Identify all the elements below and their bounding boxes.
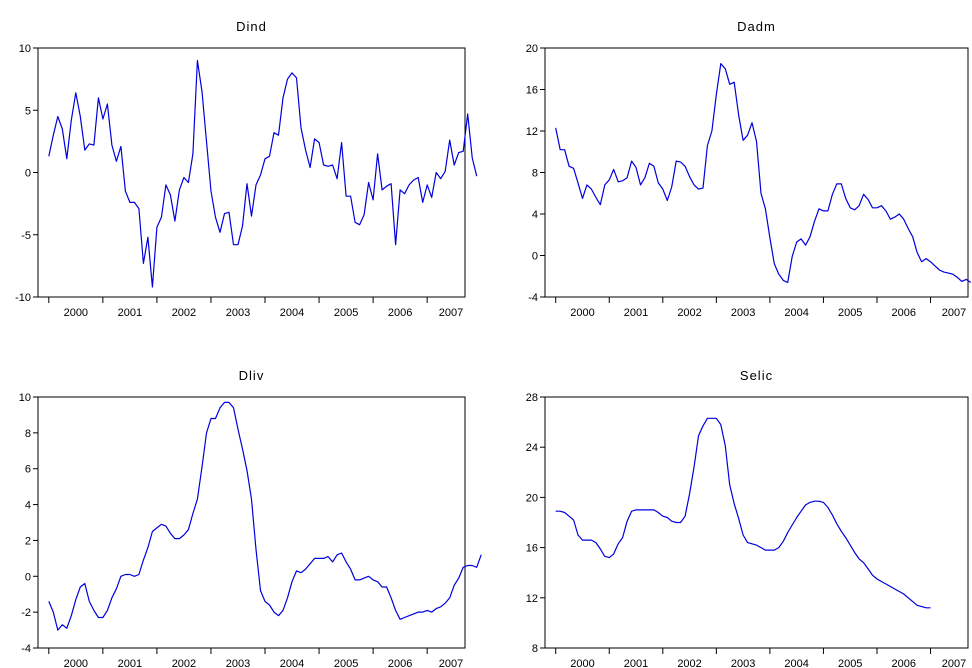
x-tick-label: 2004 <box>280 307 304 319</box>
y-tick-label: 10 <box>19 43 31 55</box>
y-tick-label: 2 <box>25 535 31 547</box>
x-tick-label: 2004 <box>784 658 808 668</box>
y-tick-label: 8 <box>532 168 538 180</box>
y-tick-label: 4 <box>25 500 31 512</box>
x-tick-label: 2003 <box>226 307 250 319</box>
x-tick-label: 2007 <box>942 307 966 319</box>
y-tick-label: 12 <box>526 593 538 605</box>
chart-panel-1: Dadm -4 0 4 8 12 16 20 2000 2001 2002 2003 2004 2005 2… <box>526 19 972 319</box>
x-tick-label: 2005 <box>838 307 862 319</box>
y-tick-label: 8 <box>532 643 538 655</box>
chart-panel-0: Dind -10 -5 0 5 10 2000 2001 2002 2003 2004 2005 200… <box>15 19 478 319</box>
x-tick-label: 2000 <box>64 307 88 319</box>
chart-title: Selic <box>740 368 773 383</box>
x-tick-label: 2002 <box>677 658 701 668</box>
y-tick-label: 20 <box>526 43 538 55</box>
x-tick-label: 2007 <box>439 658 463 668</box>
x-tick-label: 2006 <box>892 307 916 319</box>
y-tick-label: 20 <box>526 492 538 504</box>
x-tick-label: 2001 <box>624 658 648 668</box>
x-tick-label: 2003 <box>731 307 755 319</box>
y-tick-label: 8 <box>25 428 31 440</box>
chart-panel-2: Dliv -4 -2 0 2 4 6 8 10 2000 2001 2002 2003 2004 2005 2… <box>19 368 482 668</box>
y-tick-label: 24 <box>526 442 538 454</box>
series-line <box>555 417 931 609</box>
y-tick-label: -4 <box>21 643 31 655</box>
x-tick-label: 2001 <box>624 307 648 319</box>
y-tick-label: 16 <box>526 85 538 97</box>
x-tick-label: 2001 <box>118 658 142 668</box>
x-tick-label: 2004 <box>280 658 304 668</box>
plot-frame <box>37 47 466 298</box>
x-tick-label: 2002 <box>172 307 196 319</box>
y-tick-label: 5 <box>25 105 31 117</box>
x-tick-label: 2007 <box>942 658 966 668</box>
x-tick-label: 2006 <box>892 658 916 668</box>
plot-frame <box>37 396 466 649</box>
y-tick-label: 28 <box>526 392 538 404</box>
x-tick-label: 2001 <box>118 307 142 319</box>
chart-title: Dliv <box>239 368 265 383</box>
y-tick-label: -4 <box>528 292 538 304</box>
x-tick-label: 2002 <box>677 307 701 319</box>
x-tick-label: 2003 <box>226 658 250 668</box>
y-tick-label: -5 <box>21 230 31 242</box>
x-tick-label: 2005 <box>838 658 862 668</box>
x-tick-label: 2000 <box>64 658 88 668</box>
y-tick-label: -2 <box>21 607 31 619</box>
chart-title: Dadm <box>737 19 776 34</box>
y-tick-label: 0 <box>25 571 31 583</box>
x-tick-label: 2006 <box>388 307 412 319</box>
x-tick-label: 2000 <box>570 658 594 668</box>
y-tick-label: 12 <box>526 126 538 138</box>
y-tick-label: 4 <box>532 209 538 221</box>
x-tick-label: 2005 <box>334 658 358 668</box>
x-tick-label: 2005 <box>334 307 358 319</box>
x-tick-label: 2003 <box>731 658 755 668</box>
x-tick-label: 2007 <box>439 307 463 319</box>
y-tick-label: 6 <box>25 464 31 476</box>
series-line <box>555 62 972 284</box>
y-tick-label: 10 <box>19 392 31 404</box>
plot-frame <box>544 47 969 298</box>
y-tick-label: 0 <box>532 251 538 263</box>
x-tick-label: 2006 <box>388 658 412 668</box>
series-line <box>48 59 478 288</box>
y-tick-label: 16 <box>526 543 538 555</box>
chart-title: Dind <box>236 19 267 34</box>
y-tick-label: 0 <box>25 168 31 180</box>
y-tick-label: -10 <box>15 292 31 304</box>
x-tick-label: 2002 <box>172 658 196 668</box>
series-line <box>48 401 482 631</box>
x-tick-label: 2000 <box>570 307 594 319</box>
chart-panel-3: Selic 8 12 16 20 24 28 2000 2001 2002 2003 2004 2005… <box>526 368 969 668</box>
x-tick-label: 2004 <box>784 307 808 319</box>
plot-frame <box>544 396 969 649</box>
